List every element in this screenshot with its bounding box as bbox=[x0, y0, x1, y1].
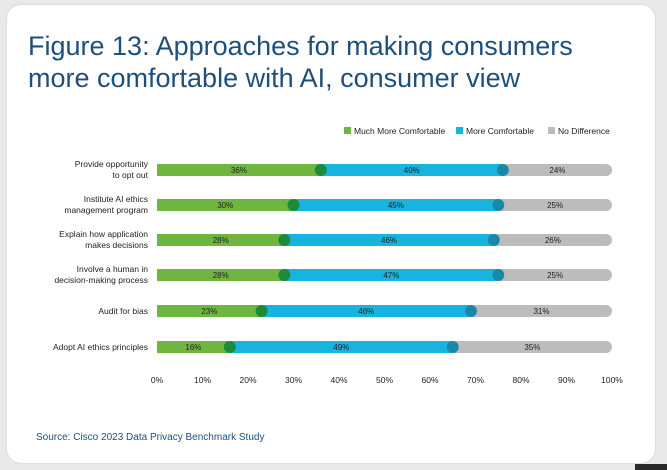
legend-swatch-1 bbox=[344, 127, 351, 134]
segment-marker-3-1 bbox=[278, 234, 291, 246]
data-label-3-3: 26% bbox=[545, 236, 561, 245]
data-label-4-2: 47% bbox=[383, 271, 399, 280]
data-label-4-1: 28% bbox=[213, 271, 229, 280]
bar-segment-4-3 bbox=[492, 269, 612, 281]
legend-label-1: Much More Comfortable bbox=[354, 126, 445, 136]
segment-marker-4-2 bbox=[492, 269, 505, 281]
bar-segment-5-2 bbox=[261, 305, 471, 317]
data-label-5-3: 31% bbox=[533, 307, 549, 316]
category-label-1-line-1: Provide opportunity bbox=[75, 159, 149, 169]
x-tick-label-4: 30% bbox=[285, 375, 302, 385]
x-tick-label-6: 50% bbox=[376, 375, 393, 385]
legend-swatch-2 bbox=[456, 127, 463, 134]
segment-marker-6-2 bbox=[446, 341, 459, 353]
segment-marker-3-2 bbox=[487, 234, 500, 246]
bar-segment-2-1 bbox=[157, 199, 294, 211]
segment-marker-4-1 bbox=[278, 269, 291, 281]
bar-segment-6-3 bbox=[446, 341, 612, 353]
data-label-2-2: 45% bbox=[388, 201, 404, 210]
bar-segment-3-1 bbox=[157, 234, 285, 246]
screen-corner bbox=[635, 464, 667, 470]
x-tick-label-7: 60% bbox=[421, 375, 438, 385]
bar-segment-6-1 bbox=[157, 341, 230, 353]
bar-segment-6-2 bbox=[229, 341, 453, 353]
segment-marker-1-1 bbox=[314, 164, 327, 176]
data-label-3-2: 46% bbox=[381, 236, 397, 245]
x-tick-label-2: 10% bbox=[194, 375, 211, 385]
bar-segment-3-2 bbox=[284, 234, 494, 246]
x-tick-label-9: 80% bbox=[512, 375, 529, 385]
legend-label-2: More Comfortable bbox=[466, 126, 534, 136]
x-tick-label-3: 20% bbox=[239, 375, 256, 385]
data-label-5-1: 23% bbox=[201, 307, 217, 316]
source-note: Source: Cisco 2023 Data Privacy Benchmar… bbox=[36, 432, 265, 443]
category-label-3-line-2: makes decisions bbox=[85, 240, 148, 250]
data-label-6-1: 16% bbox=[185, 343, 201, 352]
segment-marker-1-2 bbox=[496, 164, 509, 176]
data-label-6-3: 35% bbox=[524, 343, 540, 352]
segment-marker-5-1 bbox=[255, 305, 268, 317]
title-line-1: Figure 13: Approaches for making consume… bbox=[28, 31, 573, 61]
segment-marker-2-1 bbox=[287, 199, 300, 211]
bar-segment-1-3 bbox=[496, 164, 612, 176]
segment-marker-2-2 bbox=[492, 199, 505, 211]
category-label-1-line-2: to opt out bbox=[113, 170, 149, 180]
data-label-2-1: 30% bbox=[217, 201, 233, 210]
data-label-3-1: 28% bbox=[213, 236, 229, 245]
legend-label-3: No Difference bbox=[558, 126, 610, 136]
chart-title: Figure 13: Approaches for making consume… bbox=[28, 30, 573, 94]
x-tick-label-10: 90% bbox=[558, 375, 575, 385]
data-label-4-3: 25% bbox=[547, 271, 563, 280]
bar-segment-2-3 bbox=[492, 199, 612, 211]
bar-segment-1-1 bbox=[157, 164, 321, 176]
bar-segment-5-1 bbox=[157, 305, 262, 317]
bar-segment-5-3 bbox=[464, 305, 612, 317]
category-label-2-line-1: Institute AI ethics bbox=[84, 194, 148, 204]
category-label-6: Adopt AI ethics principles bbox=[53, 342, 148, 352]
data-label-2-3: 25% bbox=[547, 201, 563, 210]
segment-marker-6-1 bbox=[223, 341, 236, 353]
x-tick-label-11: 100% bbox=[601, 375, 623, 385]
category-label-5: Audit for bias bbox=[98, 306, 148, 316]
x-tick-label-5: 40% bbox=[330, 375, 347, 385]
segment-marker-5-2 bbox=[464, 305, 477, 317]
data-label-1-2: 40% bbox=[404, 166, 420, 175]
category-label-3-line-1: Explain how application bbox=[59, 229, 148, 239]
data-label-1-1: 36% bbox=[231, 166, 247, 175]
data-label-5-2: 46% bbox=[358, 307, 374, 316]
category-label-2-line-2: management program bbox=[64, 205, 148, 215]
category-label-4-line-2: decision-making process bbox=[54, 275, 148, 285]
data-label-6-2: 49% bbox=[333, 343, 349, 352]
bar-segment-4-2 bbox=[284, 269, 499, 281]
legend-swatch-3 bbox=[548, 127, 555, 134]
bar-segment-2-2 bbox=[293, 199, 499, 211]
bar-segment-3-3 bbox=[487, 234, 612, 246]
title-line-2: more comfortable with AI, consumer view bbox=[28, 63, 521, 93]
x-tick-label-1: 0% bbox=[151, 375, 164, 385]
category-label-4-line-1: Involve a human in bbox=[77, 264, 149, 274]
bar-segment-4-1 bbox=[157, 269, 285, 281]
x-tick-label-8: 70% bbox=[467, 375, 484, 385]
bar-segment-1-2 bbox=[320, 164, 503, 176]
data-label-1-3: 24% bbox=[549, 166, 565, 175]
